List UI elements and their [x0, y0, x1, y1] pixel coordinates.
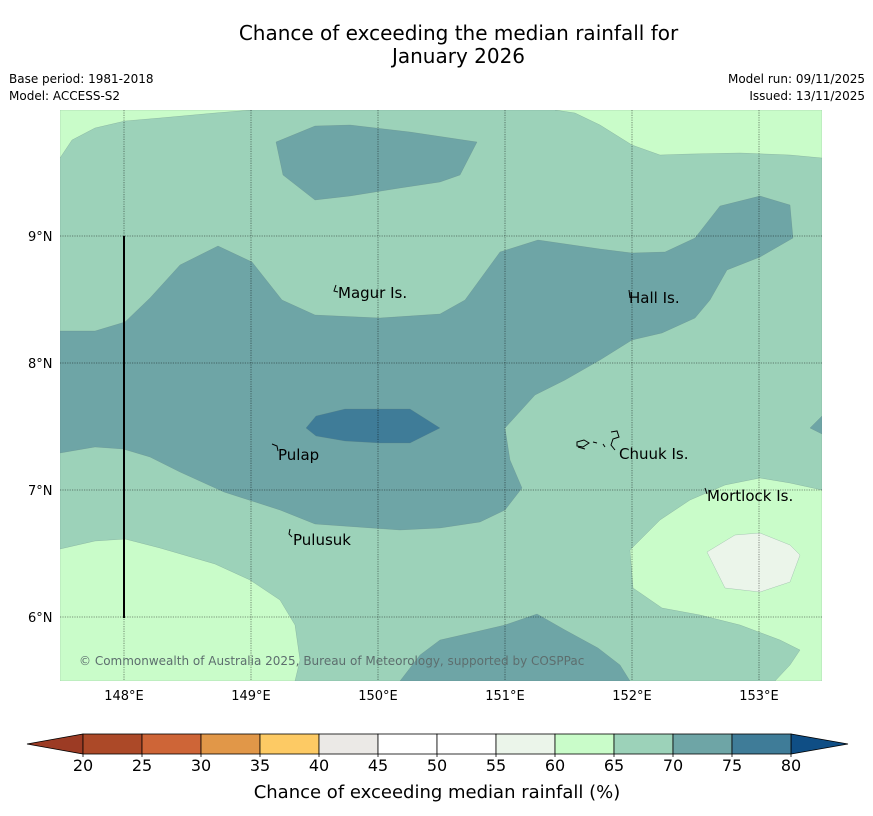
colorbar-tick-55: 55 — [486, 756, 506, 775]
region-60-65-top-right — [554, 110, 822, 159]
title-line-2: January 2026 — [391, 44, 526, 68]
colorbar-tick-30: 30 — [191, 756, 211, 775]
lat-tick-9n: 9°N — [28, 230, 53, 245]
map-title: Chance of exceeding the median rainfall … — [0, 22, 873, 68]
issued-date: Issued: 13/11/2025 — [749, 89, 865, 103]
base-period: Base period: 1981-2018 — [9, 72, 154, 86]
colorbar-tick-25: 25 — [132, 756, 152, 775]
map-area: Magur Is. Hall Is. Pulap Chuuk Is. Mortl… — [60, 110, 822, 681]
lon-tick-150: 150°E — [358, 689, 398, 704]
lon-tick-149: 149°E — [231, 689, 271, 704]
model-run: Model run: 09/11/2025 — [727, 72, 865, 86]
region-55-60 — [706, 532, 801, 593]
colorbar-bin-50-55 — [436, 733, 497, 755]
colorbar-bin-30-35 — [200, 733, 261, 755]
label-pulap: Pulap — [278, 446, 319, 464]
title-line-1: Chance of exceeding the median rainfall … — [238, 21, 679, 45]
label-chuuk: Chuuk Is. — [619, 445, 688, 463]
label-mortlock: Mortlock Is. — [707, 487, 793, 505]
colorbar-tick-50: 50 — [427, 756, 447, 775]
meta-left: Base period: 1981-2018 Model: ACCESS-S2 — [9, 71, 154, 105]
colorbar-bin-70-75 — [672, 733, 733, 755]
pulap-island-shape — [271, 443, 279, 452]
colorbar-tick-20: 20 — [73, 756, 93, 775]
latitude-axis: 9°N 8°N 7°N 6°N — [28, 230, 53, 626]
meta-right: Model run: 09/11/2025 Issued: 13/11/2025 — [728, 71, 865, 105]
colorbar-tick-60: 60 — [545, 756, 565, 775]
label-magur: Magur Is. — [338, 284, 407, 302]
lon-tick-153: 153°E — [739, 689, 779, 704]
colorbar-bin-20-25 — [82, 733, 143, 755]
colorbar: 20 25 30 35 40 45 50 55 60 65 70 75 80 — [26, 733, 849, 775]
lat-tick-6n: 6°N — [28, 611, 53, 626]
chuuk-reef — [610, 430, 620, 451]
region-70-75-top — [275, 124, 478, 201]
colorbar-label: Chance of exceeding median rainfall (%) — [254, 782, 621, 803]
colorbar-bin-35-40 — [259, 733, 320, 755]
colorbar-over-arrow — [790, 733, 849, 755]
longitude-axis: 148°E 149°E 150°E 151°E 152°E 153°E — [104, 689, 779, 704]
model-name: Model: ACCESS-S2 — [9, 89, 121, 103]
colorbar-bin-75-80 — [731, 733, 792, 755]
colorbar-tick-70: 70 — [663, 756, 683, 775]
mortlock-island-shape — [704, 487, 708, 495]
colorbar-bin-45-50 — [377, 733, 438, 755]
lat-tick-7n: 7°N — [28, 484, 53, 499]
lat-tick-8n: 8°N — [28, 357, 53, 372]
colorbar-bin-40-45 — [318, 733, 379, 755]
colorbar-tick-40: 40 — [309, 756, 329, 775]
pulusuk-island-shape — [288, 528, 293, 538]
colorbar-tick-80: 80 — [781, 756, 801, 775]
lon-tick-151: 151°E — [485, 689, 525, 704]
colorbar-tick-35: 35 — [250, 756, 270, 775]
region-70-75-main — [60, 195, 794, 531]
lon-tick-148: 148°E — [104, 689, 144, 704]
chuuk-island-2 — [577, 446, 586, 450]
hall-island-shape — [628, 289, 631, 299]
chuuk-island-1 — [576, 439, 590, 448]
chuuk-island-4 — [602, 443, 606, 448]
region-75-80 — [305, 408, 441, 444]
island-outlines — [271, 284, 708, 538]
colorbar-under-arrow — [26, 733, 84, 755]
label-pulusuk: Pulusuk — [293, 531, 351, 549]
region-60-65-bottom-left — [60, 538, 301, 681]
colorbar-tick-45: 45 — [368, 756, 388, 775]
chuuk-island-3 — [592, 441, 598, 444]
colorbar-bin-65-70 — [613, 733, 674, 755]
copyright-credit: © Commonwealth of Australia 2025, Bureau… — [79, 654, 584, 668]
colorbar-bin-60-65 — [554, 733, 615, 755]
magur-island-shape — [333, 284, 339, 293]
colorbar-tick-65: 65 — [604, 756, 624, 775]
region-70-75-right-edge — [809, 415, 822, 435]
colorbar-bin-25-30 — [141, 733, 202, 755]
colorbar-tick-75: 75 — [722, 756, 742, 775]
label-hall: Hall Is. — [629, 289, 680, 307]
region-60-65-top-left — [60, 110, 253, 159]
region-70-75-bottom — [399, 613, 631, 681]
lon-tick-152: 152°E — [612, 689, 652, 704]
colorbar-bin-55-60 — [495, 733, 556, 755]
